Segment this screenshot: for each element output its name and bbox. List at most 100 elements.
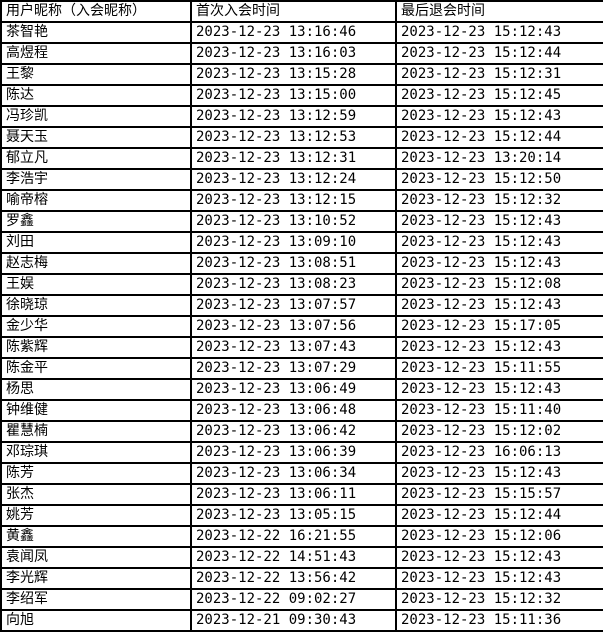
cell-first-join-time: 2023-12-23 13:06:49 bbox=[190, 378, 397, 401]
cell-first-join-time: 2023-12-23 13:07:43 bbox=[190, 336, 397, 359]
cell-last-leave-time: 2023-12-23 13:20:14 bbox=[395, 147, 603, 170]
cell-nickname: 赵志梅 bbox=[0, 252, 192, 275]
table-row: 张杰 2023-12-23 13:06:11 2023-12-23 15:15:… bbox=[0, 483, 603, 506]
cell-nickname: 瞿慧楠 bbox=[0, 420, 192, 443]
table-row: 陈芳 2023-12-23 13:06:34 2023-12-23 15:12:… bbox=[0, 462, 603, 485]
cell-nickname: 李浩宇 bbox=[0, 168, 192, 191]
table-row: 李浩宇 2023-12-23 13:12:24 2023-12-23 15:12… bbox=[0, 168, 603, 191]
cell-nickname: 姚芳 bbox=[0, 504, 192, 527]
table-row: 喻帝榕 2023-12-23 13:12:15 2023-12-23 15:12… bbox=[0, 189, 603, 212]
cell-nickname: 陈紫辉 bbox=[0, 336, 192, 359]
cell-first-join-time: 2023-12-23 13:07:56 bbox=[190, 315, 397, 338]
cell-last-leave-time: 2023-12-23 15:12:43 bbox=[395, 546, 603, 569]
cell-nickname: 刘田 bbox=[0, 231, 192, 254]
cell-last-leave-time: 2023-12-23 15:12:43 bbox=[395, 378, 603, 401]
table-row: 陈达 2023-12-23 13:15:00 2023-12-23 15:12:… bbox=[0, 84, 603, 107]
cell-first-join-time: 2023-12-23 13:08:23 bbox=[190, 273, 397, 296]
cell-first-join-time: 2023-12-23 13:15:00 bbox=[190, 84, 397, 107]
cell-nickname: 李绍军 bbox=[0, 588, 192, 611]
cell-last-leave-time: 2023-12-23 15:17:05 bbox=[395, 315, 603, 338]
cell-first-join-time: 2023-12-23 13:08:51 bbox=[190, 252, 397, 275]
cell-nickname: 袁闻凤 bbox=[0, 546, 192, 569]
cell-nickname: 向旭 bbox=[0, 609, 192, 632]
cell-first-join-time: 2023-12-22 13:56:42 bbox=[190, 567, 397, 590]
cell-last-leave-time: 2023-12-23 15:12:32 bbox=[395, 189, 603, 212]
table-row: 赵志梅 2023-12-23 13:08:51 2023-12-23 15:12… bbox=[0, 252, 603, 275]
cell-nickname: 陈达 bbox=[0, 84, 192, 107]
cell-first-join-time: 2023-12-23 13:12:24 bbox=[190, 168, 397, 191]
cell-last-leave-time: 2023-12-23 15:12:08 bbox=[395, 273, 603, 296]
cell-last-leave-time: 2023-12-23 15:12:02 bbox=[395, 420, 603, 443]
cell-first-join-time: 2023-12-23 13:12:59 bbox=[190, 105, 397, 128]
table-row: 杨思 2023-12-23 13:06:49 2023-12-23 15:12:… bbox=[0, 378, 603, 401]
cell-first-join-time: 2023-12-23 13:06:11 bbox=[190, 483, 397, 506]
cell-first-join-time: 2023-12-23 13:16:46 bbox=[190, 21, 397, 44]
cell-first-join-time: 2023-12-23 13:07:57 bbox=[190, 294, 397, 317]
cell-last-leave-time: 2023-12-23 15:12:43 bbox=[395, 336, 603, 359]
table-row: 王黎 2023-12-23 13:15:28 2023-12-23 15:12:… bbox=[0, 63, 603, 86]
cell-last-leave-time: 2023-12-23 15:12:44 bbox=[395, 504, 603, 527]
cell-nickname: 聂天玉 bbox=[0, 126, 192, 149]
cell-first-join-time: 2023-12-23 13:12:15 bbox=[190, 189, 397, 212]
column-header-nickname: 用户昵称（入会昵称） bbox=[0, 0, 192, 23]
table-row: 罗鑫 2023-12-23 13:10:52 2023-12-23 15:12:… bbox=[0, 210, 603, 233]
cell-last-leave-time: 2023-12-23 15:12:44 bbox=[395, 126, 603, 149]
table-row: 向旭 2023-12-21 09:30:43 2023-12-23 15:11:… bbox=[0, 609, 603, 632]
table-row: 钟维健 2023-12-23 13:06:48 2023-12-23 15:11… bbox=[0, 399, 603, 422]
table-row: 邓琮琪 2023-12-23 13:06:39 2023-12-23 16:06… bbox=[0, 441, 603, 464]
cell-last-leave-time: 2023-12-23 15:15:57 bbox=[395, 483, 603, 506]
table-row: 高煜程 2023-12-23 13:16:03 2023-12-23 15:12… bbox=[0, 42, 603, 65]
cell-nickname: 王娱 bbox=[0, 273, 192, 296]
cell-last-leave-time: 2023-12-23 15:11:55 bbox=[395, 357, 603, 380]
cell-last-leave-time: 2023-12-23 15:12:43 bbox=[395, 231, 603, 254]
table-row: 王娱 2023-12-23 13:08:23 2023-12-23 15:12:… bbox=[0, 273, 603, 296]
cell-first-join-time: 2023-12-23 13:05:15 bbox=[190, 504, 397, 527]
table-row: 李绍军 2023-12-22 09:02:27 2023-12-23 15:12… bbox=[0, 588, 603, 611]
cell-nickname: 王黎 bbox=[0, 63, 192, 86]
cell-last-leave-time: 2023-12-23 15:12:43 bbox=[395, 567, 603, 590]
cell-nickname: 杨思 bbox=[0, 378, 192, 401]
cell-first-join-time: 2023-12-23 13:06:34 bbox=[190, 462, 397, 485]
cell-first-join-time: 2023-12-22 16:21:55 bbox=[190, 525, 397, 548]
cell-nickname: 黄鑫 bbox=[0, 525, 192, 548]
cell-last-leave-time: 2023-12-23 15:12:50 bbox=[395, 168, 603, 191]
table-row: 郁立凡 2023-12-23 13:12:31 2023-12-23 13:20… bbox=[0, 147, 603, 170]
cell-first-join-time: 2023-12-23 13:06:42 bbox=[190, 420, 397, 443]
cell-last-leave-time: 2023-12-23 15:12:31 bbox=[395, 63, 603, 86]
cell-nickname: 郁立凡 bbox=[0, 147, 192, 170]
cell-first-join-time: 2023-12-23 13:10:52 bbox=[190, 210, 397, 233]
cell-nickname: 陈芳 bbox=[0, 462, 192, 485]
table-row: 姚芳 2023-12-23 13:05:15 2023-12-23 15:12:… bbox=[0, 504, 603, 527]
cell-nickname: 金少华 bbox=[0, 315, 192, 338]
cell-first-join-time: 2023-12-22 09:02:27 bbox=[190, 588, 397, 611]
cell-last-leave-time: 2023-12-23 15:12:45 bbox=[395, 84, 603, 107]
cell-nickname: 冯珍凯 bbox=[0, 105, 192, 128]
table-row: 瞿慧楠 2023-12-23 13:06:42 2023-12-23 15:12… bbox=[0, 420, 603, 443]
table-body: 茶智艳 2023-12-23 13:16:46 2023-12-23 15:12… bbox=[0, 21, 603, 632]
cell-nickname: 徐晓琼 bbox=[0, 294, 192, 317]
table-row: 黄鑫 2023-12-22 16:21:55 2023-12-23 15:12:… bbox=[0, 525, 603, 548]
cell-last-leave-time: 2023-12-23 15:12:43 bbox=[395, 294, 603, 317]
cell-last-leave-time: 2023-12-23 15:11:40 bbox=[395, 399, 603, 422]
table-row: 金少华 2023-12-23 13:07:56 2023-12-23 15:17… bbox=[0, 315, 603, 338]
cell-first-join-time: 2023-12-21 09:30:43 bbox=[190, 609, 397, 632]
table-row: 刘田 2023-12-23 13:09:10 2023-12-23 15:12:… bbox=[0, 231, 603, 254]
cell-first-join-time: 2023-12-23 13:16:03 bbox=[190, 42, 397, 65]
cell-first-join-time: 2023-12-23 13:12:31 bbox=[190, 147, 397, 170]
table-row: 冯珍凯 2023-12-23 13:12:59 2023-12-23 15:12… bbox=[0, 105, 603, 128]
cell-last-leave-time: 2023-12-23 15:12:43 bbox=[395, 252, 603, 275]
cell-nickname: 茶智艳 bbox=[0, 21, 192, 44]
cell-last-leave-time: 2023-12-23 15:12:43 bbox=[395, 462, 603, 485]
cell-nickname: 张杰 bbox=[0, 483, 192, 506]
cell-last-leave-time: 2023-12-23 15:12:06 bbox=[395, 525, 603, 548]
table-row: 徐晓琼 2023-12-23 13:07:57 2023-12-23 15:12… bbox=[0, 294, 603, 317]
column-header-last-leave-time: 最后退会时间 bbox=[395, 0, 603, 23]
cell-first-join-time: 2023-12-23 13:07:29 bbox=[190, 357, 397, 380]
cell-last-leave-time: 2023-12-23 15:12:43 bbox=[395, 21, 603, 44]
cell-last-leave-time: 2023-12-23 15:12:43 bbox=[395, 105, 603, 128]
table-row: 陈紫辉 2023-12-23 13:07:43 2023-12-23 15:12… bbox=[0, 336, 603, 359]
cell-first-join-time: 2023-12-23 13:09:10 bbox=[190, 231, 397, 254]
cell-last-leave-time: 2023-12-23 15:12:43 bbox=[395, 210, 603, 233]
cell-nickname: 喻帝榕 bbox=[0, 189, 192, 212]
table-row: 袁闻凤 2023-12-22 14:51:43 2023-12-23 15:12… bbox=[0, 546, 603, 569]
